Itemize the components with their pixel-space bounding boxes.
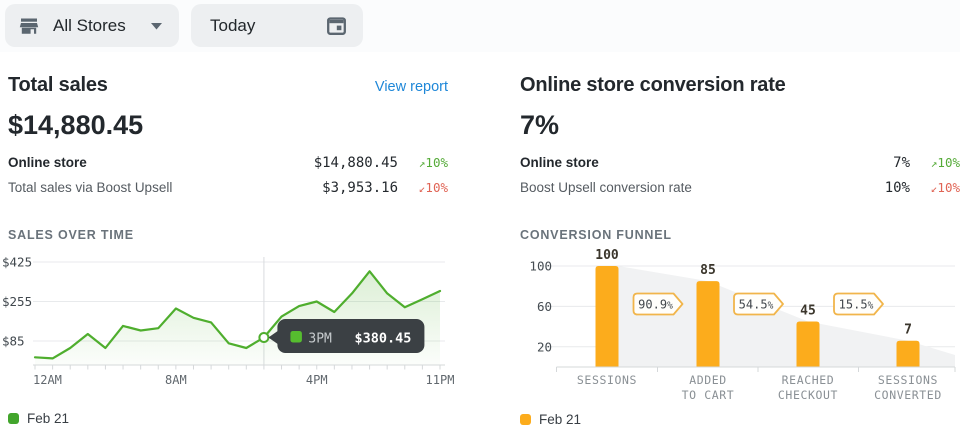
funnel-bar-added-to-cart[interactable] [696, 281, 720, 367]
sales-over-time-chart[interactable]: $85 $255 $425 12AM 8AM 4PM 11PM 3PM $380.45 [0, 252, 455, 396]
trend-badge: ↙10% [398, 180, 448, 195]
y-axis-label: 60 [537, 299, 552, 314]
total-sales-value: $14,880.45 [8, 110, 144, 140]
metric-row-online-store: Online store $14,880.45 ↗10% [8, 155, 448, 180]
trend-delta: 10% [937, 180, 960, 195]
metric-label: Boost Upsell conversion rate [520, 180, 692, 195]
trend-delta: 10% [425, 155, 448, 170]
category-label: SESSIONS [577, 373, 637, 387]
conversion-funnel-chart[interactable]: 100 60 20 100 85 45 7 90.9% 54.5% 15.5% SESSIONS AD… [520, 248, 960, 404]
bar-value-label: 45 [800, 304, 816, 319]
topbar: All Stores Today [0, 0, 960, 52]
calendar-icon [325, 14, 348, 37]
dashboard: Total sales View report $14,880.45 Onlin… [0, 52, 960, 427]
chevron-down-icon [150, 22, 163, 30]
metric-label: Online store [8, 155, 87, 170]
date-filter-label: Today [210, 15, 256, 35]
legend-label: Feb 21 [539, 412, 582, 427]
bar-value-label: 7 [904, 323, 912, 338]
conversion-funnel-label: CONVERSION FUNNEL [520, 228, 672, 242]
funnel-bar-reached-checkout[interactable] [796, 321, 820, 367]
tooltip-arrow [268, 330, 279, 345]
x-axis-label: 11PM [426, 373, 455, 387]
tooltip-value: $380.45 [355, 331, 412, 347]
category-label: ADDED [689, 373, 727, 387]
bar-value-label: 100 [595, 248, 619, 263]
trend-down-arrow-icon: ↙ [930, 182, 938, 195]
conversion-badge-label: 15.5% [839, 298, 874, 312]
conversion-badge [632, 292, 684, 316]
sales-legend: Feb 21 [8, 411, 448, 426]
funnel-bar-sessions[interactable] [595, 266, 619, 367]
category-label: CHECKOUT [778, 388, 838, 402]
sales-over-time-label: SALES OVER TIME [8, 228, 134, 242]
metric-value: 7% [893, 155, 910, 171]
metric-value: $14,880.45 [313, 155, 398, 171]
y-axis-label: 100 [529, 259, 552, 274]
chart-tooltip: 3PM $380.45 [268, 319, 425, 353]
legend-label: Feb 21 [27, 411, 70, 426]
funnel-legend: Feb 21 [520, 412, 960, 427]
x-axis-label: 12AM [33, 373, 62, 387]
metric-row-online-store: Online store 7% ↗10% [520, 155, 960, 180]
tooltip-body [277, 319, 425, 353]
trend-delta: 10% [937, 155, 960, 170]
date-filter-button[interactable]: Today [191, 4, 363, 47]
trend-badge: ↙10% [910, 180, 960, 195]
conversion-badge-label: 90.9% [638, 298, 673, 312]
y-axis-label: $85 [2, 334, 25, 349]
y-axis-label: $425 [2, 255, 32, 270]
total-sales-breakdown: Online store $14,880.45 ↗10% Total sales… [8, 155, 448, 205]
category-label: SESSIONS [878, 373, 938, 387]
store-icon [18, 15, 40, 37]
metric-label: Total sales via Boost Upsell [8, 180, 173, 195]
conversion-rate-title: Online store conversion rate [520, 74, 786, 96]
conversion-rate-panel: Online store conversion rate 7% Online s… [520, 74, 960, 427]
trend-badge: ↗10% [398, 155, 448, 170]
conversion-breakdown: Online store 7% ↗10% Boost Upsell conver… [520, 155, 960, 205]
tooltip-time: 3PM [308, 332, 332, 347]
store-filter-button[interactable]: All Stores [5, 4, 179, 47]
y-axis-label: $255 [2, 294, 32, 309]
y-axis-label: 20 [537, 339, 552, 354]
bar-value-label: 85 [700, 263, 716, 278]
view-report-link[interactable]: View report [374, 79, 448, 95]
metric-value: 10% [884, 180, 910, 196]
total-sales-panel: Total sales View report $14,880.45 Onlin… [2, 74, 454, 427]
metric-row-boost-upsell: Boost Upsell conversion rate 10% ↙10% [520, 180, 960, 205]
tooltip-series-swatch [290, 331, 302, 343]
trend-badge: ↗10% [910, 155, 960, 170]
trend-up-arrow-icon: ↗ [418, 157, 426, 170]
trend-down-arrow-icon: ↙ [418, 182, 426, 195]
trend-delta: 10% [425, 180, 448, 195]
trend-up-arrow-icon: ↗ [930, 157, 938, 170]
x-axis-label: 8AM [165, 373, 187, 387]
category-label: CONVERTED [874, 388, 942, 402]
total-sales-title: Total sales [8, 74, 108, 96]
x-axis-label: 4PM [306, 373, 328, 387]
conversion-badge [833, 292, 884, 316]
store-filter-label: All Stores [53, 15, 126, 35]
metric-value: $3,953.16 [322, 180, 398, 196]
metric-label: Online store [520, 155, 599, 170]
sales-line [33, 270, 442, 360]
funnel-bar-sessions-converted[interactable] [896, 340, 920, 367]
category-label: REACHED [782, 373, 835, 387]
conversion-badge-label: 54.5% [739, 298, 774, 312]
category-label: TO CART [682, 388, 735, 402]
metric-row-boost-upsell: Total sales via Boost Upsell $3,953.16 ↙… [8, 180, 448, 205]
conversion-rate-value: 7% [520, 110, 560, 140]
legend-swatch-green [8, 413, 19, 424]
conversion-badge [733, 292, 784, 316]
hover-point-marker[interactable] [258, 332, 270, 344]
legend-swatch-orange [520, 414, 531, 425]
